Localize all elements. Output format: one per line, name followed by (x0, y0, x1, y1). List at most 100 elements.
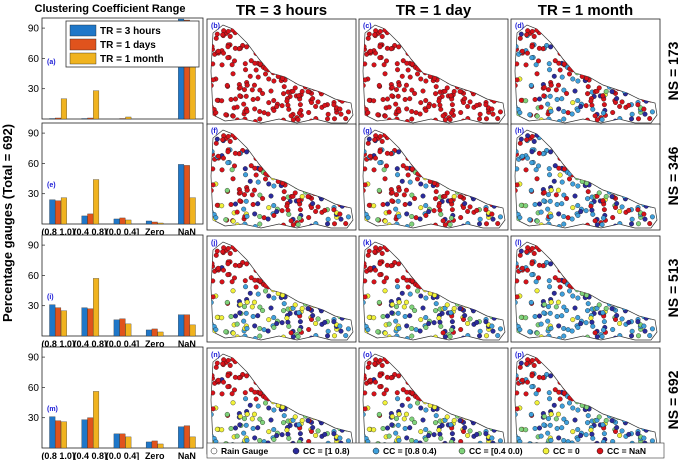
bar (145, 220, 152, 225)
gauge-dot (211, 278, 216, 284)
gauge-dot (635, 207, 641, 213)
bar (119, 217, 126, 225)
map-panel: (b) (206, 18, 357, 126)
gauge-dot (395, 93, 401, 99)
gauge-dot (409, 326, 415, 331)
gauge-dot (400, 275, 406, 281)
gauge-dot (252, 211, 258, 217)
gauge-dot (285, 319, 291, 325)
gauge-dot (366, 136, 372, 142)
gauge-dot (372, 137, 378, 143)
gauge-dot (649, 214, 655, 220)
gauge-dot (649, 438, 655, 444)
gauge-dot (228, 314, 234, 319)
gauge-dot (299, 194, 305, 199)
bar (113, 218, 120, 225)
gauge-dot (444, 414, 450, 420)
gauge-dot (211, 390, 216, 396)
bar (93, 391, 100, 449)
map-panel: (j) (206, 235, 357, 343)
gauge-dot (271, 427, 277, 432)
gauge-dot (366, 360, 372, 366)
gauge-dot (257, 61, 263, 67)
gauge-dot (241, 101, 247, 107)
bar (125, 116, 132, 120)
gauge-dot (407, 179, 413, 185)
gauge-dot (572, 88, 578, 94)
bar (157, 443, 164, 449)
gauge-dot (228, 202, 234, 207)
gauge-dot (268, 88, 274, 94)
bar (60, 310, 67, 337)
gauge-dot (626, 207, 632, 213)
gauge-dot (237, 85, 243, 90)
gauge-dot (609, 89, 615, 95)
gauge-dot (524, 137, 530, 143)
gauge-dot (629, 221, 635, 227)
gauge-dot (546, 278, 552, 284)
gauge-dot (252, 60, 258, 66)
gauge-dot (306, 327, 312, 332)
y-tick-label: 60 (28, 54, 40, 65)
gauge-dot (403, 187, 409, 193)
gauge-dot (367, 48, 373, 54)
gauge-dot (489, 323, 495, 329)
gauge-dot (442, 334, 448, 340)
gauge-dot (372, 32, 378, 38)
gauge-dot (440, 113, 446, 119)
gauge-dot (497, 109, 503, 115)
gauge-dot (211, 77, 216, 83)
gauge-dot (371, 203, 377, 209)
gauge-dot (538, 209, 544, 215)
gauge-dot (451, 418, 457, 423)
gauge-dot (528, 411, 534, 417)
legend-entry: TR = 3 hours (100, 26, 161, 37)
gauge-dot (585, 420, 591, 426)
gauge-dot (371, 427, 377, 433)
gauge-dot (271, 98, 277, 103)
gauge-dot (400, 58, 406, 64)
gauge-dot (385, 201, 390, 207)
gauge-dot (600, 93, 606, 99)
gauge-dot (551, 402, 557, 408)
gauge-dot (570, 405, 576, 411)
bar (55, 117, 62, 120)
gauge-dot (495, 221, 501, 227)
gauge-dot (555, 82, 561, 88)
gauge-dot (271, 78, 277, 84)
gauge-dot (377, 373, 383, 379)
gauge-dot (281, 84, 287, 90)
gauge-dot (382, 330, 388, 336)
gauge-dot (224, 82, 230, 88)
gauge-dot (373, 28, 379, 34)
gauge-dot (467, 204, 473, 210)
gauge-dot (629, 328, 635, 334)
gauge-dot (281, 413, 287, 419)
gauge-dot (233, 201, 238, 207)
gauge-dot (534, 176, 540, 182)
gauge-dot (575, 212, 581, 218)
gauge-dot (382, 218, 388, 224)
gauge-dot (523, 167, 529, 173)
bar (189, 197, 196, 225)
gauge-dot (271, 203, 277, 208)
gauge-dot (402, 314, 408, 319)
gauge-dot (393, 318, 399, 324)
gauge-dot (249, 87, 255, 93)
gauge-dot (525, 245, 531, 251)
gauge-dot (423, 407, 429, 413)
map-panel: (n) (206, 347, 357, 455)
gauge-dot (401, 304, 407, 310)
gauge-dot (477, 111, 483, 117)
gauge-dot (458, 215, 464, 220)
gauge-dot (244, 411, 250, 417)
gauge-dot (215, 48, 221, 54)
gauge-dot (619, 316, 625, 322)
gauge-dot (583, 432, 589, 438)
gauge-dot (396, 325, 402, 331)
gauge-dot (251, 187, 257, 193)
gauge-dot (534, 71, 540, 77)
map-legend-entry: Rain Gauge (221, 446, 269, 456)
gauge-dot (546, 61, 552, 67)
gauge-dot (281, 91, 287, 97)
